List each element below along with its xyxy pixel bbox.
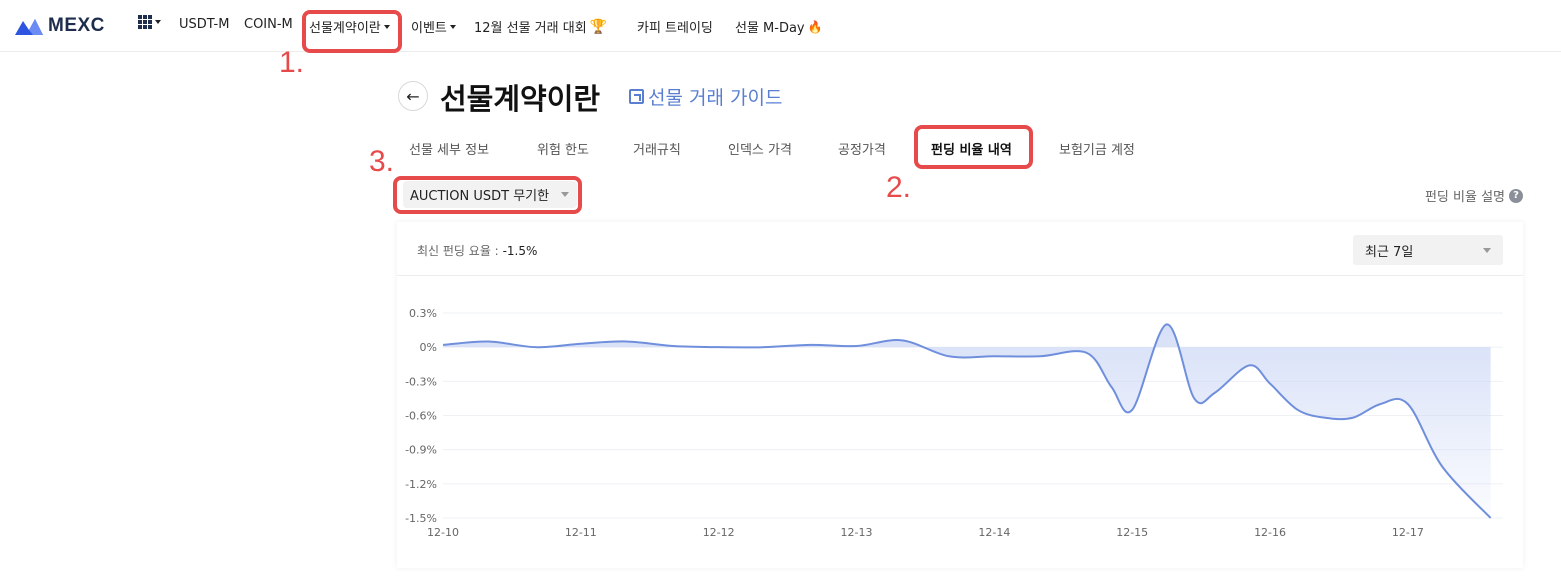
time-range-select[interactable]: 최근 7일 <box>1353 235 1503 265</box>
mexc-logo[interactable]: MEXC <box>14 14 105 38</box>
latest-funding-rate: 최신 펀딩 요율 : -1.5% <box>417 242 537 259</box>
top-nav-bar: MEXC USDT-M COIN-M 선물계약이란 이벤트 12월 선물 거래 … <box>0 0 1561 52</box>
grid-icon <box>138 15 152 29</box>
tab-futures-details[interactable]: 선물 세부 정보 <box>409 143 490 158</box>
y-tick-label: -1.5% <box>405 512 437 525</box>
nav-coin-m[interactable]: COIN-M <box>244 17 293 32</box>
tab-risk-limit[interactable]: 위험 한도 <box>537 143 589 158</box>
nav-coin-m-label: COIN-M <box>244 17 293 32</box>
nav-usdt-m-label: USDT-M <box>179 17 230 32</box>
symbol-select-value: AUCTION USDT 무기한 <box>410 189 550 204</box>
x-tick-label: 12-17 <box>1392 526 1424 539</box>
tab-trading-rules[interactable]: 거래규칙 <box>633 143 681 158</box>
logo-text: MEXC <box>48 15 105 36</box>
nav-events[interactable]: 이벤트 <box>411 17 456 36</box>
nav-usdt-m[interactable]: USDT-M <box>179 17 229 32</box>
apps-menu-button[interactable] <box>138 15 161 29</box>
help-icon: ? <box>1509 188 1523 203</box>
x-tick-label: 12-13 <box>841 526 873 539</box>
tab-index-price[interactable]: 인덱스 가격 <box>728 143 792 158</box>
nav-futures-intro[interactable]: 선물계약이란 <box>309 17 390 36</box>
nav-futures-intro-label: 선물계약이란 <box>309 21 381 36</box>
annotation-number-2: 2. <box>886 171 912 204</box>
funding-rate-area <box>443 324 1491 518</box>
external-link-icon <box>629 89 644 104</box>
page-title: 선물계약이란 <box>440 82 601 116</box>
fire-icon: 🔥 <box>807 19 823 34</box>
chevron-down-icon <box>155 20 161 24</box>
x-tick-label: 12-12 <box>703 526 735 539</box>
x-tick-label: 12-10 <box>427 526 459 539</box>
dropdown-arrow-icon <box>1483 248 1491 253</box>
y-tick-label: -1.2% <box>405 478 437 491</box>
futures-guide-label: 선물 거래 가이드 <box>648 87 783 109</box>
y-tick-label: 0% <box>420 341 437 354</box>
x-tick-label: 12-16 <box>1254 526 1286 539</box>
funding-rate-explain-link[interactable]: 펀딩 비율 설명 ? <box>1425 186 1523 205</box>
time-range-value: 최근 7일 <box>1365 244 1414 260</box>
nav-copy-trading-label: 카피 트레이딩 <box>637 21 713 36</box>
x-tick-label: 12-14 <box>978 526 1010 539</box>
x-tick-label: 12-11 <box>565 526 597 539</box>
mexc-logo-mark-icon <box>15 19 43 35</box>
y-tick-label: -0.6% <box>405 410 437 423</box>
chevron-down-icon <box>383 24 390 29</box>
funding-rate-explain-label: 펀딩 비율 설명 <box>1424 190 1505 205</box>
arrow-left-icon: ← <box>406 86 420 106</box>
dropdown-arrow-icon <box>561 192 569 197</box>
x-tick-label: 12-15 <box>1116 526 1148 539</box>
tab-fair-price[interactable]: 공정가격 <box>838 143 886 158</box>
funding-rate-chart[interactable]: 0.3%0%-0.3%-0.6%-0.9%-1.2%-1.5%12-10 12-1… <box>397 222 1523 568</box>
annotation-number-1: 1. <box>279 46 305 79</box>
futures-guide-link[interactable]: 선물 거래 가이드 <box>629 83 782 110</box>
y-tick-label: -0.3% <box>405 375 437 388</box>
latest-funding-rate-label: 최신 펀딩 요율 : <box>417 244 499 258</box>
nav-m-day-label: 선물 M-Day <box>735 21 805 36</box>
tab-funding-rate-history[interactable]: 펀딩 비율 내역 <box>931 143 1012 158</box>
nav-m-day[interactable]: 선물 M-Day 🔥 <box>735 17 823 37</box>
funding-chart-card: 최신 펀딩 요율 : -1.5% 최근 7일 0.3% 0% -0.3% -0.6% -… <box>397 222 1523 568</box>
y-tick-label: -0.9% <box>405 444 437 457</box>
latest-funding-rate-value: -1.5% <box>502 244 538 258</box>
nav-competition-label: 12월 선물 거래 대회 <box>474 21 587 36</box>
nav-competition[interactable]: 12월 선물 거래 대회 🏆 <box>474 17 608 37</box>
trophy-icon: 🏆 <box>589 18 608 35</box>
chevron-down-icon <box>449 24 456 29</box>
back-button[interactable]: ← <box>398 81 428 111</box>
symbol-select[interactable]: AUCTION USDT 무기한 <box>403 181 577 208</box>
nav-events-label: 이벤트 <box>411 21 447 36</box>
tab-insurance-fund[interactable]: 보험기금 계정 <box>1059 143 1135 158</box>
funding-rate-line <box>442 323 1492 519</box>
nav-copy-trading[interactable]: 카피 트레이딩 <box>637 17 713 36</box>
y-tick-label: 0.3% <box>409 307 437 320</box>
chart-card-header: 최신 펀딩 요율 : -1.5% 최근 7일 <box>397 222 1523 276</box>
annotation-number-3: 3. <box>369 145 395 178</box>
